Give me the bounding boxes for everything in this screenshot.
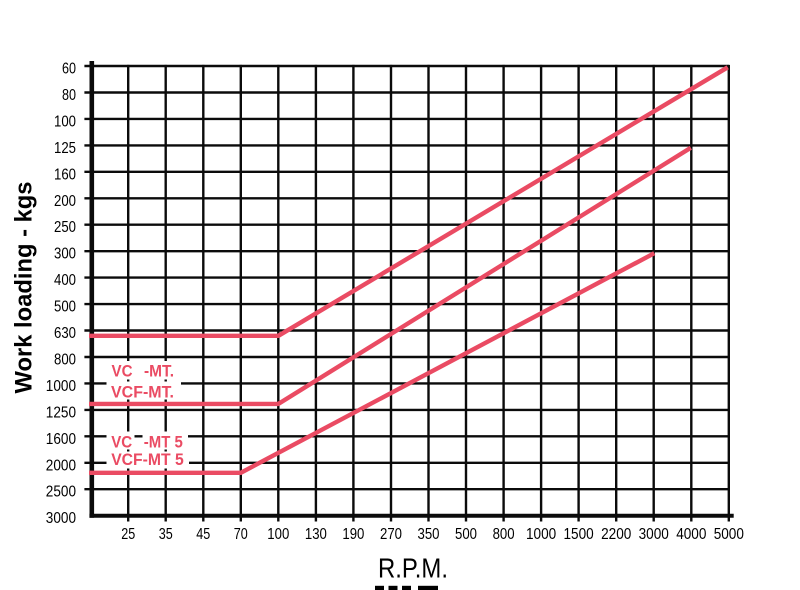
svg-text:800: 800 (493, 526, 515, 543)
svg-text:35: 35 (159, 526, 173, 543)
svg-text:60: 60 (62, 61, 76, 78)
svg-text:-MT 5: -MT 5 (144, 433, 183, 452)
svg-text:100: 100 (54, 113, 76, 130)
svg-text:250: 250 (54, 219, 76, 236)
svg-text:70: 70 (234, 526, 248, 543)
svg-text:VC: VC (111, 433, 132, 452)
svg-text:2500: 2500 (46, 484, 76, 501)
svg-text:1600: 1600 (46, 431, 76, 448)
svg-text:80: 80 (62, 87, 76, 104)
svg-text:630: 630 (54, 325, 76, 342)
svg-text:VC: VC (112, 362, 133, 381)
svg-text:2000: 2000 (46, 457, 76, 474)
svg-text:3000: 3000 (46, 510, 76, 527)
svg-text:200: 200 (54, 193, 76, 210)
svg-text:5000: 5000 (714, 526, 744, 543)
svg-text:1000: 1000 (526, 526, 556, 543)
svg-text:500: 500 (455, 526, 477, 543)
svg-text:800: 800 (54, 352, 76, 369)
svg-text:Work loading - kgs: Work loading - kgs (11, 182, 38, 394)
svg-text:130: 130 (305, 526, 327, 543)
svg-text:VCF-MT.: VCF-MT. (111, 383, 174, 402)
svg-text:2200: 2200 (601, 526, 631, 543)
svg-text:VCF-MT 5: VCF-MT 5 (111, 450, 184, 469)
svg-text:300: 300 (54, 246, 76, 263)
svg-text:25: 25 (121, 526, 135, 543)
svg-text:R.P.M.: R.P.M. (378, 552, 448, 583)
svg-text:190: 190 (342, 526, 364, 543)
svg-text:270: 270 (380, 526, 402, 543)
svg-text:100: 100 (267, 526, 289, 543)
svg-text:1250: 1250 (46, 404, 76, 421)
svg-text:-MT.: -MT. (144, 362, 174, 381)
svg-text:500: 500 (54, 299, 76, 316)
svg-text:3000: 3000 (639, 526, 669, 543)
svg-text:4000: 4000 (676, 526, 706, 543)
svg-text:1500: 1500 (564, 526, 594, 543)
svg-text:160: 160 (54, 166, 76, 183)
svg-text:400: 400 (54, 272, 76, 289)
svg-text:125: 125 (54, 140, 76, 157)
svg-text:45: 45 (196, 526, 210, 543)
svg-text:1000: 1000 (46, 378, 76, 395)
svg-text:350: 350 (418, 526, 440, 543)
